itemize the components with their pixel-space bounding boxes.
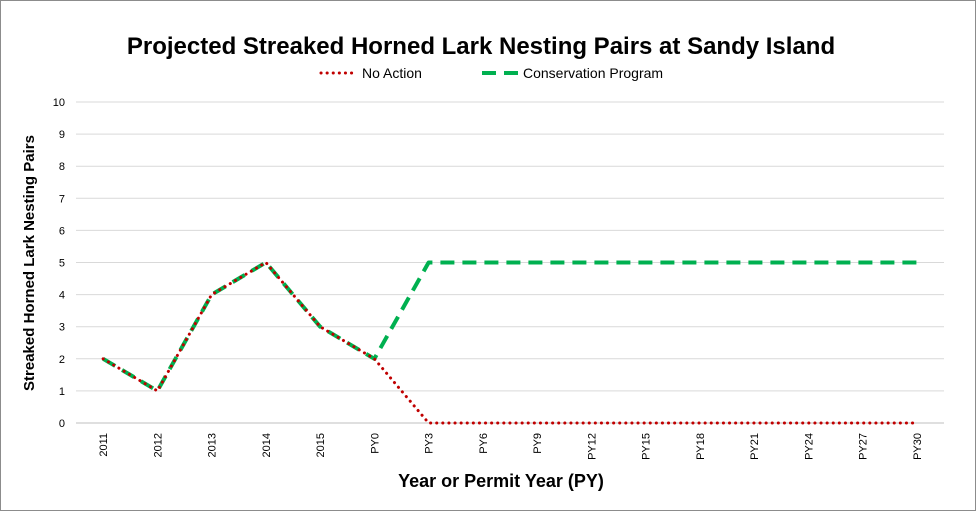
x-tick-label: PY30 — [912, 433, 924, 460]
y-tick-label: 1 — [59, 386, 65, 398]
x-tick-label: 2011 — [98, 433, 110, 457]
series-lines — [101, 260, 919, 425]
x-tick-label: 2012 — [152, 433, 164, 457]
y-tick-label: 6 — [59, 225, 65, 237]
y-tick-label: 5 — [59, 258, 65, 270]
x-tick-label: 2015 — [315, 433, 327, 457]
chart-title: Projected Streaked Horned Lark Nesting P… — [127, 33, 835, 60]
y-tick-label: 10 — [53, 97, 65, 109]
x-tick-label: 2014 — [261, 433, 273, 457]
y-tick-label: 9 — [59, 129, 65, 141]
y-tick-label: 7 — [59, 193, 65, 205]
x-tick-label: PY21 — [749, 433, 761, 460]
series-line-no-action — [101, 261, 919, 425]
y-tick-label: 8 — [59, 161, 65, 173]
x-tick-label: PY27 — [858, 433, 870, 460]
x-axis-ticks: 2011 2012 2013 2014 2015 PY0 PY3 PY6 PY9 PY12 PY15… — [98, 433, 924, 460]
y-axis-ticks: 0 1 2 3 4 5 6 7 8 9 10 — [53, 97, 65, 430]
x-tick-label: PY15 — [641, 433, 653, 460]
x-tick-label: 2013 — [207, 433, 219, 457]
legend: No Action Conservation Program — [319, 65, 663, 81]
x-tick-label: PY6 — [478, 433, 490, 454]
series-line-conservation-program — [102, 260, 917, 393]
y-axis-label: Streaked Horned Lark Nesting Pairs — [21, 135, 38, 391]
y-tick-label: 4 — [59, 290, 65, 302]
x-tick-label: PY9 — [532, 433, 544, 454]
x-axis-label: Year or Permit Year (PY) — [398, 471, 604, 491]
x-tick-label: PY18 — [695, 433, 707, 460]
x-tick-label: PY0 — [369, 433, 381, 454]
legend-label-no-action: No Action — [362, 65, 422, 81]
y-tick-label: 0 — [59, 418, 65, 430]
x-tick-label: PY3 — [424, 433, 436, 454]
y-tick-label: 3 — [59, 322, 65, 334]
y-tick-label: 2 — [59, 354, 65, 366]
legend-label-conservation-program: Conservation Program — [523, 65, 663, 81]
x-tick-label: PY24 — [803, 433, 815, 460]
x-tick-label: PY12 — [586, 433, 598, 460]
